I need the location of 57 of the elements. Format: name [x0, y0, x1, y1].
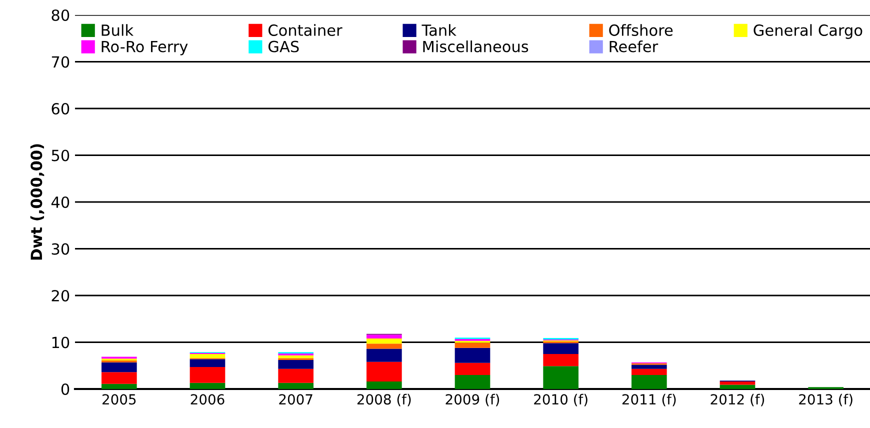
- y-axis-title: Dwt (,000,00): [30, 144, 44, 260]
- y-tick-label: 60: [52, 102, 70, 115]
- legend-label: GAS: [268, 40, 299, 52]
- y-tick-label: 10: [52, 336, 70, 348]
- x-tick-label: 2005: [102, 394, 136, 405]
- x-tick-label: 2012 (f): [710, 394, 764, 406]
- bar: [102, 372, 137, 384]
- y-tick-label: 80: [52, 9, 70, 22]
- y-tick-label: 70: [52, 56, 70, 68]
- y-tick-label: 40: [51, 196, 70, 208]
- legend-label: Container: [268, 24, 342, 36]
- bar: [366, 362, 402, 382]
- bar: [632, 368, 667, 375]
- x-tick-label: 2009 (f): [446, 394, 500, 406]
- bar: [366, 338, 402, 344]
- bar: [278, 355, 314, 358]
- x-tick-label: 2011 (f): [622, 394, 676, 406]
- bar: [366, 348, 402, 362]
- y-tick-label: 30: [52, 243, 70, 255]
- bar: [278, 360, 314, 369]
- legend-label: General Cargo: [754, 24, 862, 39]
- bar: [278, 382, 314, 389]
- x-tick-label: 2006: [190, 394, 224, 405]
- y-tick-label: 50: [52, 150, 70, 162]
- bar: [190, 382, 226, 389]
- bar: [366, 344, 402, 349]
- y-tick-label: 20: [52, 290, 70, 302]
- legend-label: Miscellaneous: [423, 40, 528, 52]
- legend-label: Tank: [422, 24, 456, 36]
- legend-label: Ro-Ro Ferry: [102, 40, 188, 56]
- legend-label: Reefer: [610, 40, 658, 52]
- bar: [190, 354, 226, 358]
- bar: [543, 354, 578, 366]
- x-tick-label: 2010 (f): [534, 394, 588, 406]
- bar: [720, 382, 756, 385]
- bar: [366, 382, 402, 389]
- bar: [454, 342, 490, 348]
- bar: [543, 366, 578, 389]
- bar: [632, 374, 667, 389]
- bar: [190, 367, 226, 383]
- bar: [454, 374, 490, 389]
- bar: [454, 348, 490, 363]
- x-tick-label: 2007: [279, 394, 312, 405]
- x-tick-label: 2008 (f): [357, 394, 411, 406]
- x-tick-label: 2013 (f): [799, 394, 852, 406]
- bar: [366, 334, 402, 339]
- bar: [102, 362, 137, 372]
- bar: [632, 364, 667, 369]
- y-tick-label: 0: [61, 383, 70, 396]
- legend-label: Offshore: [609, 24, 673, 36]
- bar: [278, 368, 314, 383]
- bar: [543, 343, 578, 354]
- bar: [454, 362, 490, 375]
- bar: [720, 384, 756, 389]
- bar: [190, 359, 226, 368]
- legend-label: Bulk: [102, 24, 134, 36]
- bar: [102, 384, 137, 389]
